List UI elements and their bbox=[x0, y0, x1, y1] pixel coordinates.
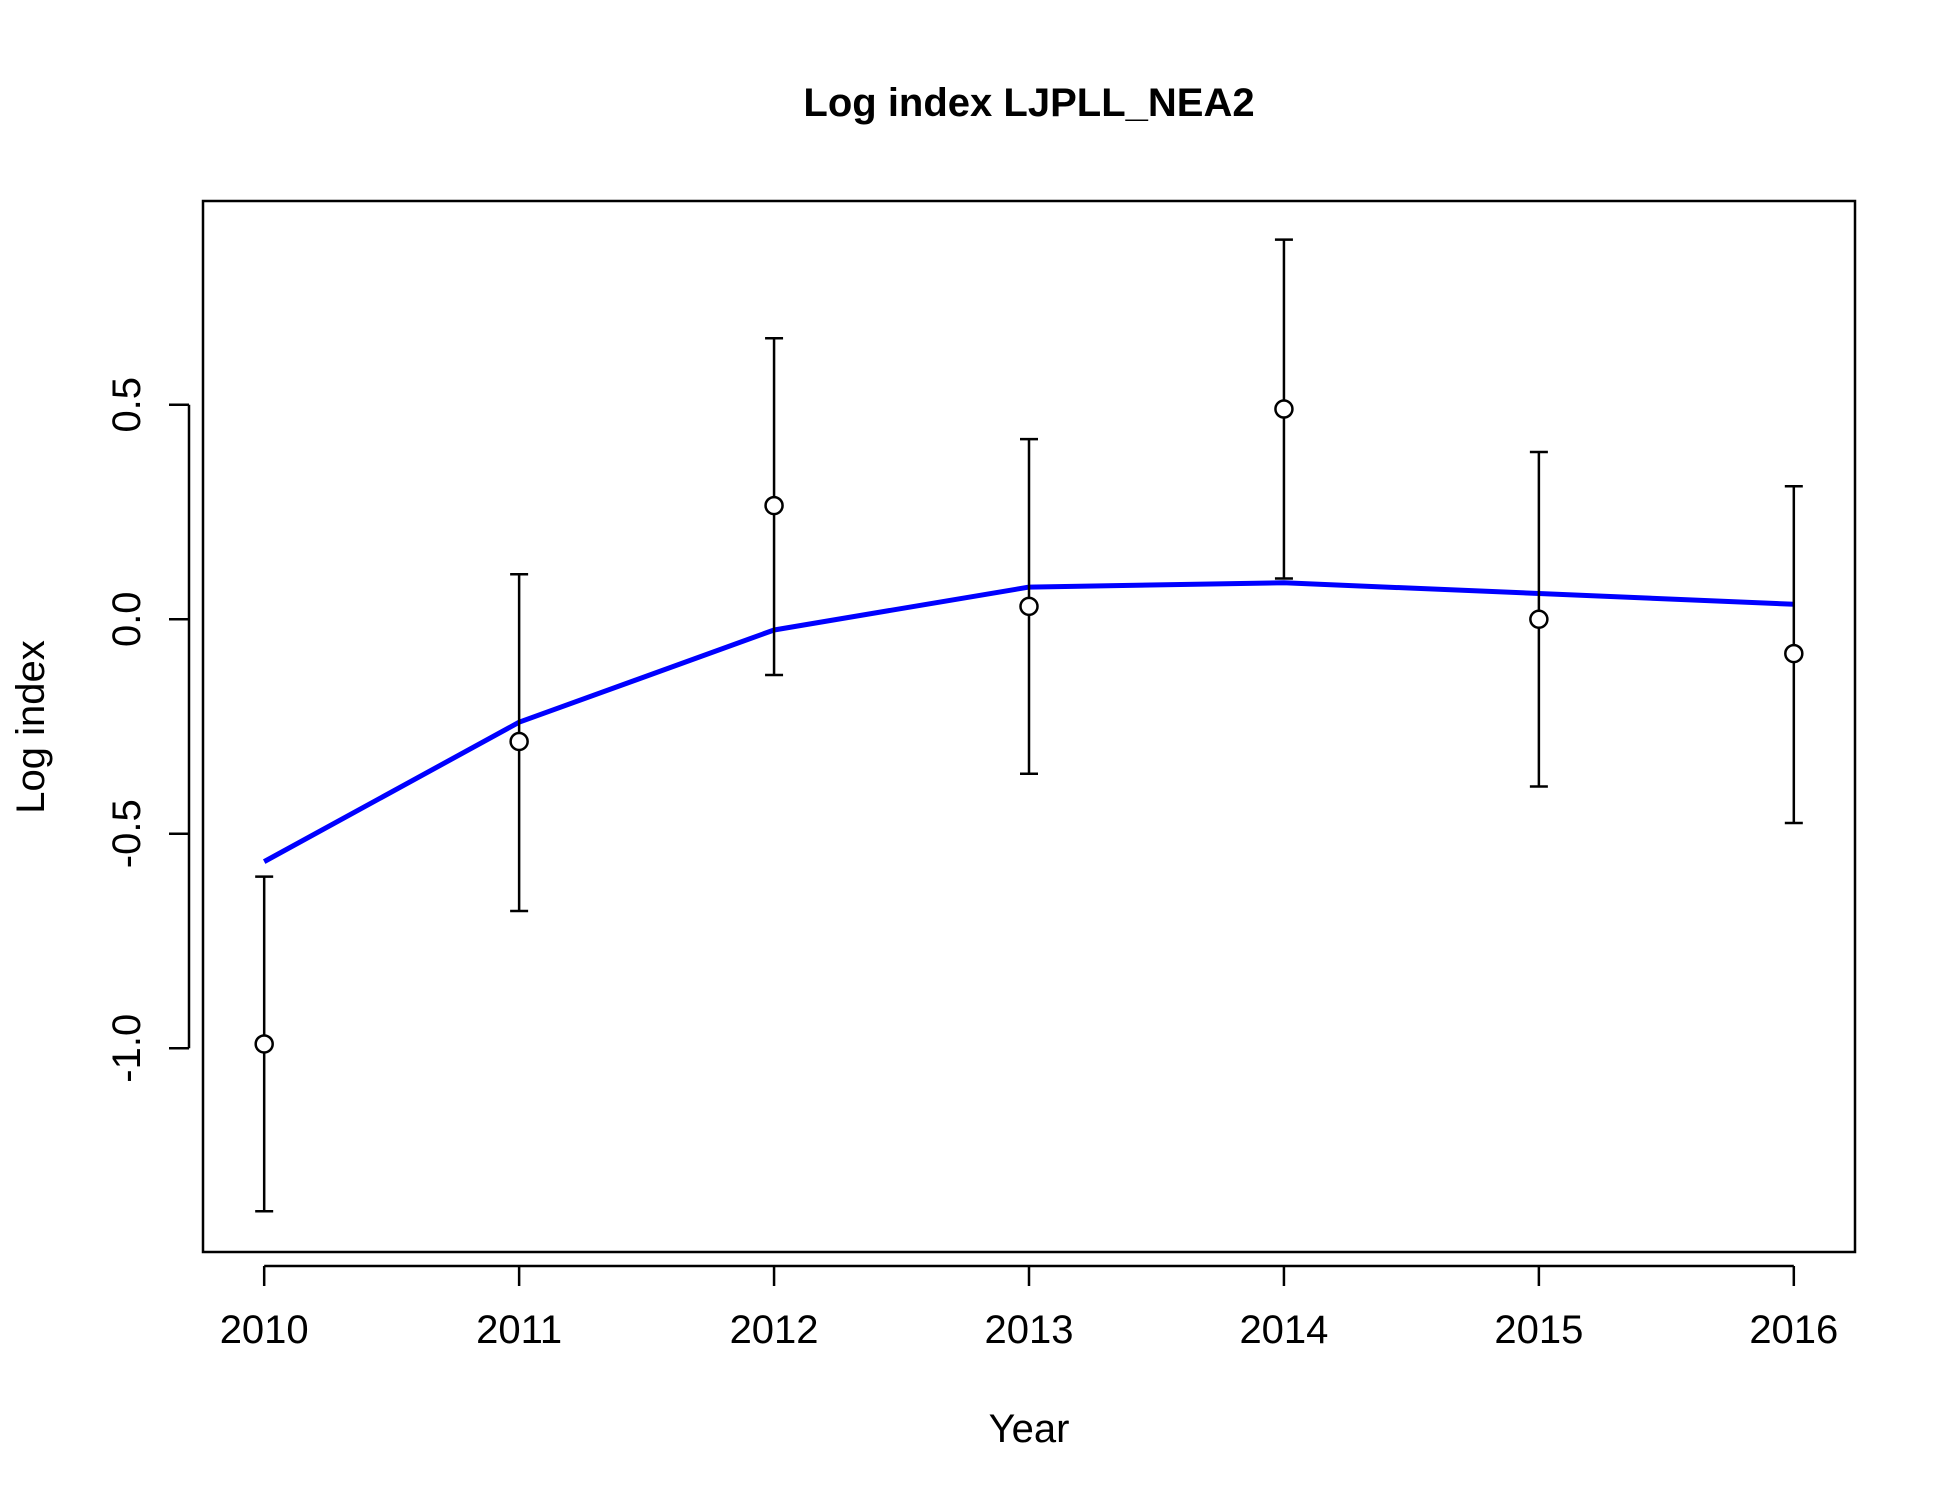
x-tick-label: 2013 bbox=[985, 1308, 1074, 1352]
y-tick-label: -0.5 bbox=[105, 799, 149, 868]
observed-point bbox=[1529, 609, 1549, 630]
x-tick-label: 2016 bbox=[1749, 1308, 1838, 1352]
observed-point bbox=[1784, 643, 1804, 664]
x-axis-title: Year bbox=[989, 1407, 1070, 1451]
error-bars-layer bbox=[255, 238, 1803, 1213]
y-tick-label: 0.0 bbox=[105, 591, 149, 647]
chart-title: Log index LJPLL_NEA2 bbox=[803, 81, 1254, 125]
x-tick-label: 2011 bbox=[476, 1308, 562, 1352]
observed-point bbox=[1274, 399, 1294, 419]
x-tick-label: 2012 bbox=[730, 1308, 819, 1352]
observed-point bbox=[254, 1034, 274, 1054]
x-tick-label: 2015 bbox=[1494, 1308, 1583, 1352]
observed-points-layer bbox=[254, 399, 1804, 1054]
x-tick-label: 2014 bbox=[1239, 1308, 1328, 1352]
y-axis-title: Log index bbox=[9, 640, 53, 813]
observed-point bbox=[764, 495, 784, 516]
y-tick-label: 0.5 bbox=[105, 377, 149, 433]
plot-frame bbox=[201, 199, 1857, 1254]
observed-point bbox=[509, 731, 529, 752]
y-axis: -1.0 -0.5 0.0 0.5 bbox=[105, 377, 191, 1083]
x-axis: 2010 2011 2012 2013 2014 2015 2016 bbox=[220, 1264, 1838, 1352]
observed-point bbox=[1019, 596, 1039, 617]
x-tick-label: 2010 bbox=[220, 1308, 309, 1352]
y-tick-label: -1.0 bbox=[105, 1014, 149, 1083]
